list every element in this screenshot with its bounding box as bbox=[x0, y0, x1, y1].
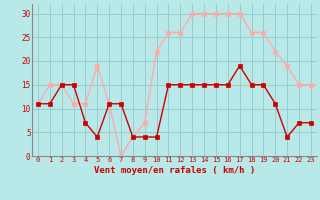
X-axis label: Vent moyen/en rafales ( km/h ): Vent moyen/en rafales ( km/h ) bbox=[94, 166, 255, 175]
